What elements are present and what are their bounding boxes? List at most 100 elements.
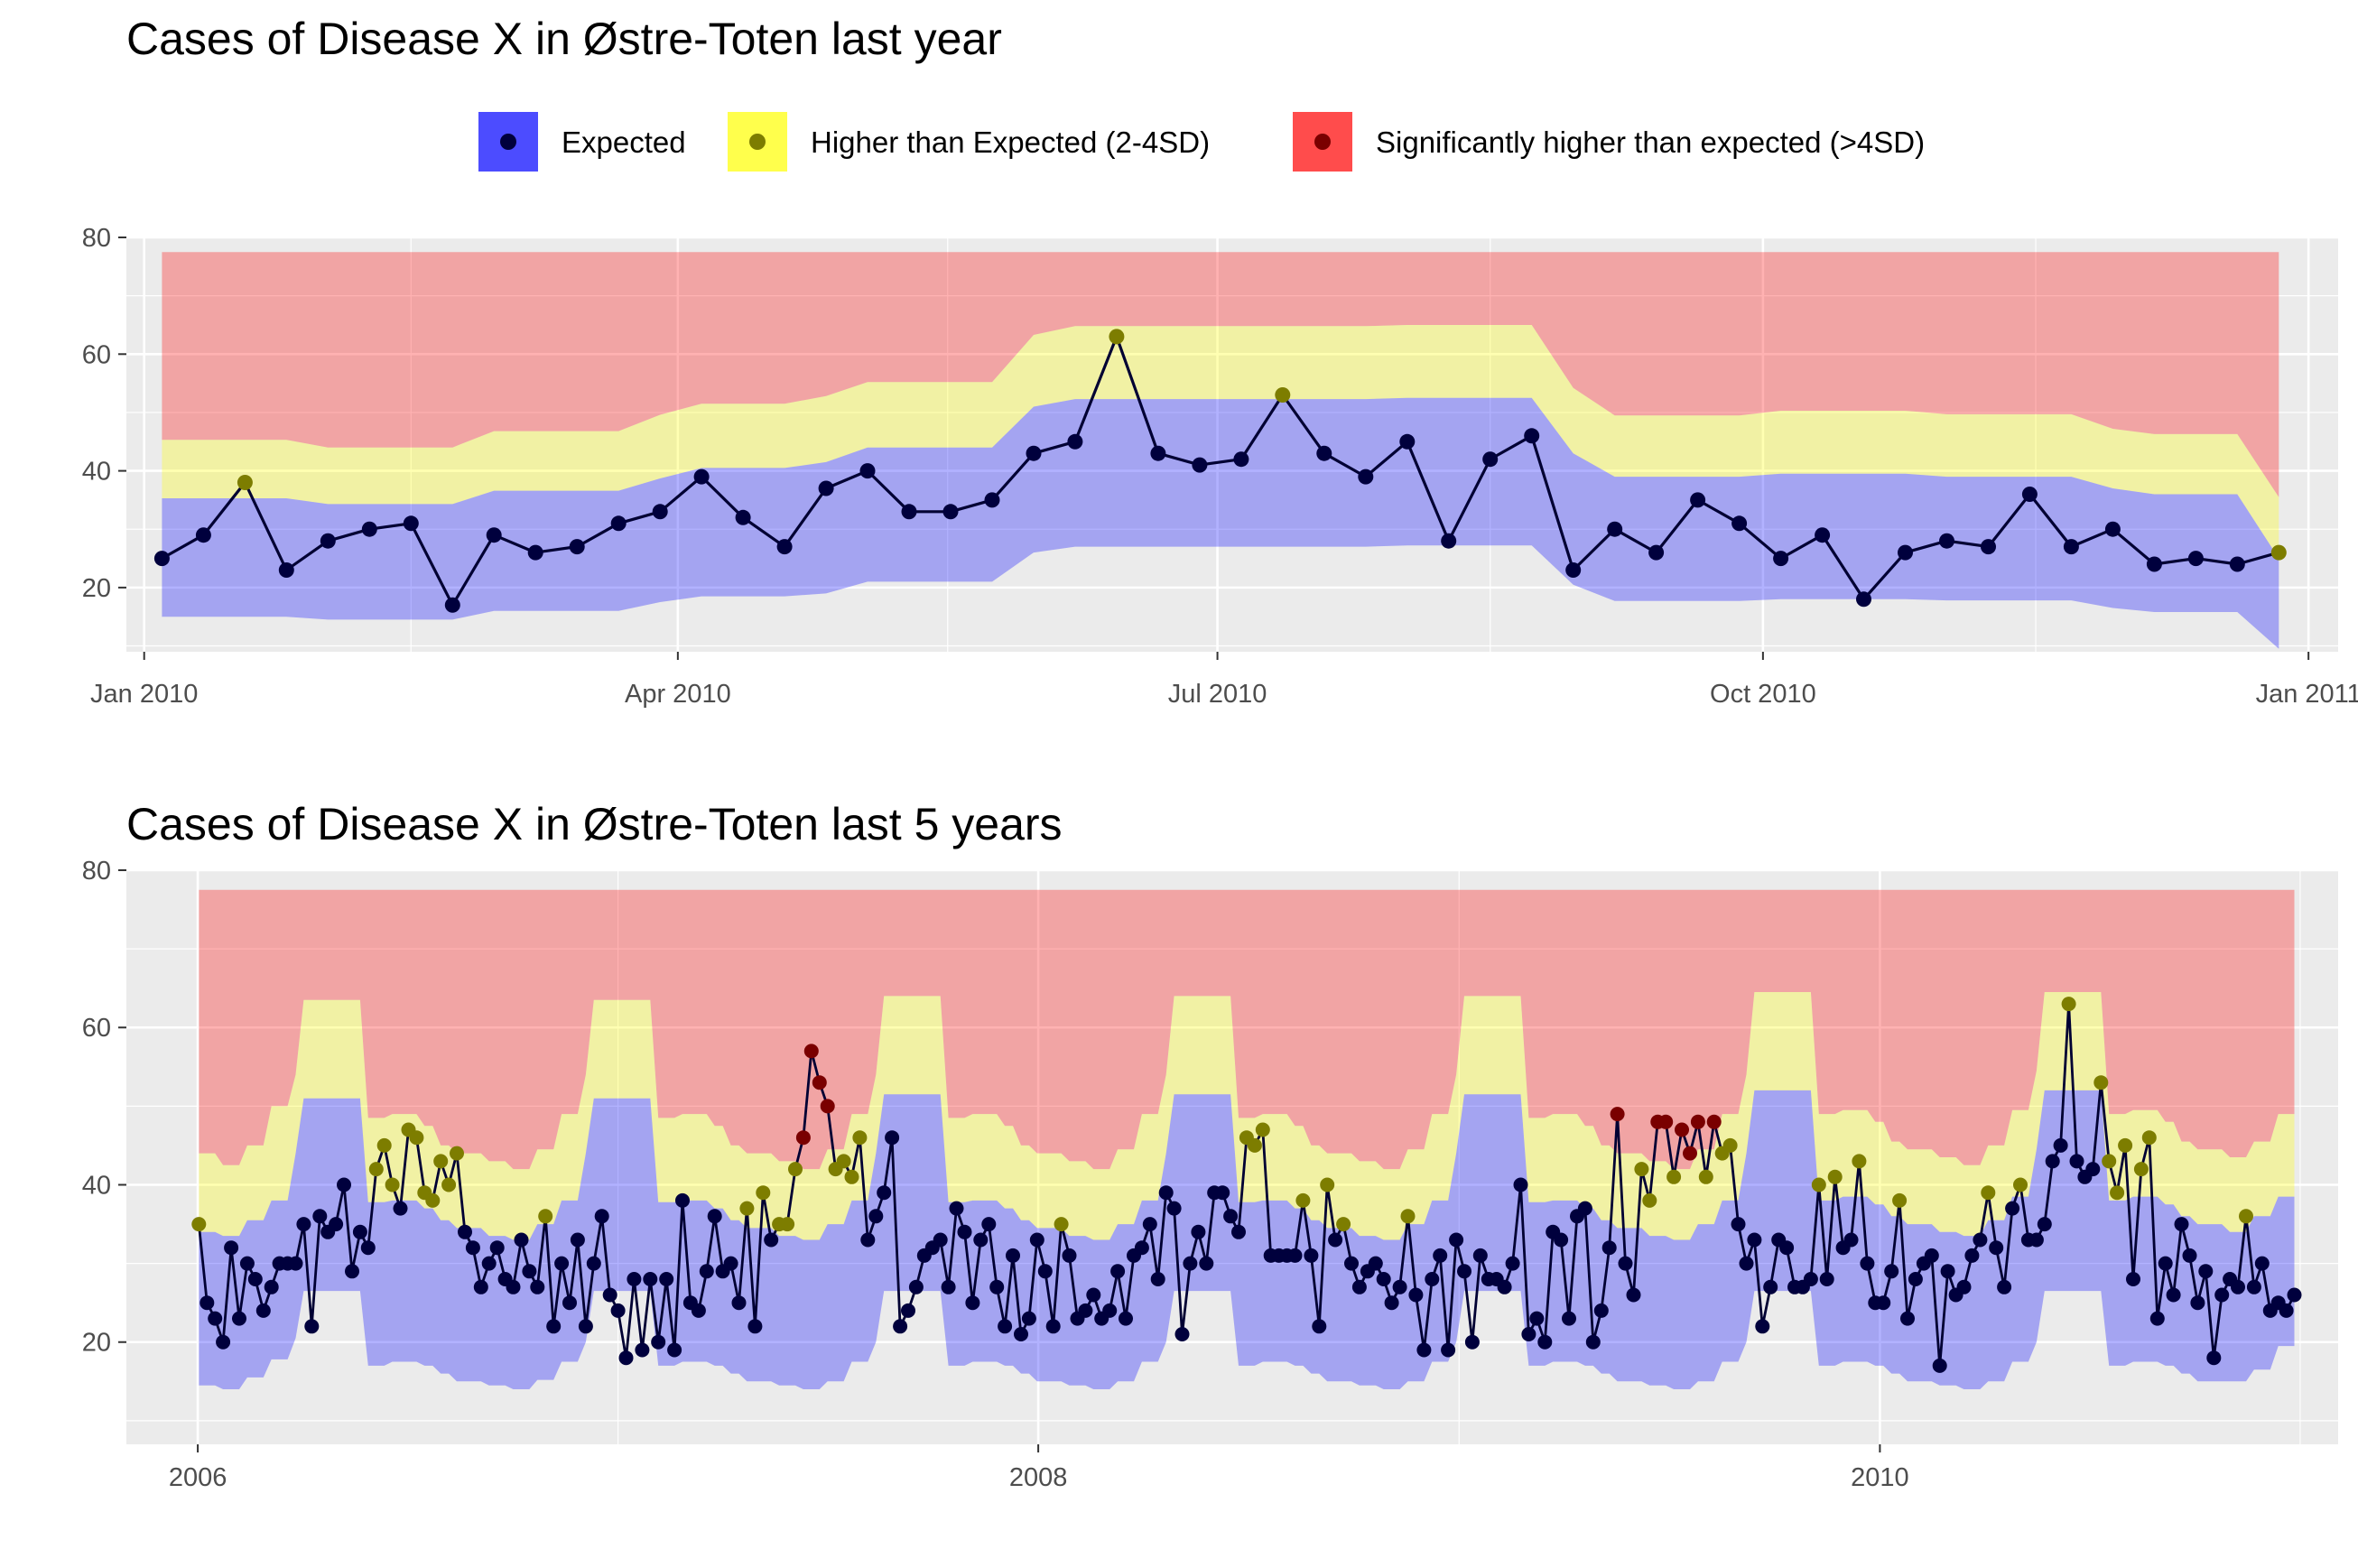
data-point (602, 1287, 617, 1303)
data-point (345, 1264, 359, 1279)
data-point (569, 539, 585, 555)
data-point (1304, 1248, 1319, 1263)
data-point (2158, 1256, 2173, 1271)
data-point (723, 1256, 738, 1271)
data-point (1086, 1287, 1101, 1303)
data-point (2254, 1256, 2270, 1271)
data-point (2110, 1185, 2125, 1201)
data-point (1223, 1209, 1239, 1224)
data-point (409, 1130, 424, 1146)
data-point (1457, 1264, 1471, 1279)
data-point (1675, 1122, 1689, 1137)
data-point (1166, 1201, 1182, 1216)
data-point (1607, 521, 1623, 537)
data-point (998, 1319, 1013, 1334)
x-tick-label: Jan 2011 (2256, 680, 2358, 709)
data-point (1392, 1279, 1407, 1294)
data-point (1006, 1248, 1020, 1263)
x-tick-label: Jul 2010 (1168, 680, 1267, 709)
data-point (1747, 1232, 1762, 1248)
data-point (2005, 1201, 2020, 1216)
panel-background-last-year (126, 237, 2338, 652)
data-point (1425, 1272, 1440, 1286)
data-point (376, 1137, 392, 1153)
band-higher (162, 325, 2279, 559)
data-point (554, 1256, 570, 1271)
data-point (2146, 556, 2162, 572)
data-point (2102, 1154, 2117, 1169)
data-point (1562, 1311, 1576, 1326)
x-tick-label: 2010 (1851, 1463, 1909, 1492)
data-point (2104, 521, 2121, 537)
data-point (795, 1130, 811, 1146)
legend-point-higher (749, 134, 766, 150)
data-point (360, 1240, 376, 1256)
data-point (1524, 428, 1540, 444)
data-point (618, 1350, 634, 1366)
data-point (1843, 1232, 1859, 1248)
data-point (1642, 1192, 1657, 1208)
y-tick-label: 40 (82, 1171, 111, 1200)
data-point (643, 1272, 658, 1286)
data-point (908, 1279, 924, 1294)
data-point (1497, 1279, 1512, 1294)
data-point (1441, 533, 1457, 549)
data-point (247, 1272, 263, 1286)
data-point (403, 515, 419, 532)
data-point (868, 1209, 884, 1224)
data-point (756, 1185, 771, 1201)
data-point (239, 1256, 255, 1271)
data-point (2028, 1232, 2044, 1248)
data-point (707, 1209, 722, 1224)
data-point (1110, 1264, 1126, 1279)
data-point (1554, 1232, 1569, 1248)
data-point (1191, 1224, 1206, 1239)
data-point (2231, 1279, 2245, 1294)
data-point (1134, 1240, 1149, 1256)
data-point (1529, 1311, 1545, 1326)
data-point (776, 539, 793, 555)
data-point (2053, 1137, 2068, 1153)
data-point (1892, 1192, 1908, 1208)
data-point (885, 1130, 900, 1146)
data-point (1722, 1137, 1738, 1153)
data-point (818, 480, 834, 496)
data-point (691, 1303, 706, 1318)
data-point (877, 1185, 892, 1201)
data-point (288, 1256, 303, 1271)
data-point (2246, 1279, 2261, 1294)
data-point (1037, 1264, 1053, 1279)
band-significant (162, 252, 2279, 497)
data-point (2061, 997, 2076, 1012)
data-point (1939, 533, 1954, 549)
data-point (1316, 445, 1332, 461)
data-point (465, 1240, 480, 1256)
data-point (984, 492, 1000, 508)
data-point (153, 551, 170, 567)
data-point (735, 509, 751, 525)
data-point (957, 1224, 972, 1239)
y-tick-label: 40 (82, 458, 111, 487)
data-point (1384, 1295, 1399, 1311)
data-point (216, 1334, 231, 1350)
data-point (1779, 1240, 1795, 1256)
legend-point-expected (500, 134, 516, 150)
y-tick-label: 80 (82, 224, 111, 253)
data-point (893, 1319, 908, 1334)
data-point (1811, 1177, 1826, 1192)
data-point (304, 1319, 320, 1334)
data-point (1472, 1248, 1488, 1263)
legend-item-expected: Expected (478, 112, 686, 172)
data-point (1102, 1303, 1118, 1318)
data-point (965, 1295, 980, 1311)
data-point (803, 1044, 819, 1059)
chart-panel-last-year: 20 40 60 80 Jan 2010 Apr 2010 Jul 2010 Oct 2010… (82, 224, 2358, 709)
data-point (1231, 1224, 1246, 1239)
data-point (1827, 1169, 1843, 1184)
data-point (610, 515, 627, 532)
data-point (1158, 1185, 1174, 1201)
data-point (486, 527, 502, 543)
data-point (1908, 1272, 1923, 1286)
data-point (562, 1295, 577, 1311)
data-point (1150, 445, 1166, 461)
